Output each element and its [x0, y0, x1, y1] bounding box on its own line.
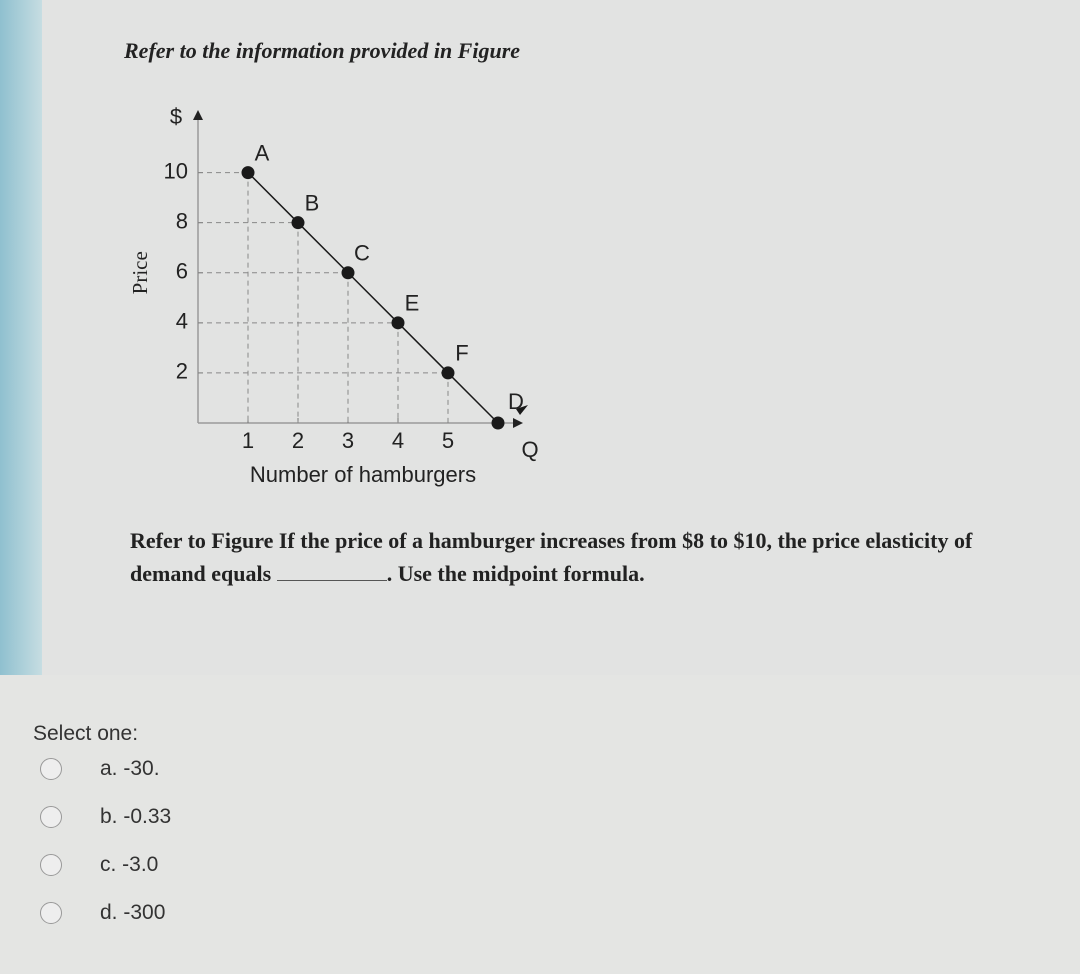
- y-tick-label: 8: [176, 208, 188, 233]
- radio[interactable]: [40, 854, 62, 877]
- question: Refer to Figure If the price of a hambur…: [130, 524, 1030, 590]
- y-tick-label: 10: [164, 158, 188, 183]
- x-axis-arrow: [513, 418, 523, 428]
- curve-label: D: [508, 389, 524, 414]
- radio[interactable]: [40, 902, 62, 925]
- y-tick-label: 4: [176, 309, 188, 334]
- point: [441, 366, 455, 380]
- point-label: B: [305, 190, 320, 215]
- point-label: A: [255, 140, 270, 165]
- x-tick-label: 1: [242, 428, 254, 453]
- option-text: a. -30.: [100, 757, 160, 780]
- question-panel: [0, 0, 1080, 675]
- option-text: d. -300: [100, 901, 166, 924]
- point-label: F: [455, 341, 468, 366]
- header-title: Refer to the information provided in Fig…: [124, 38, 521, 63]
- y-axis-arrow: [193, 110, 203, 120]
- option[interactable]: d. -300: [40, 901, 165, 925]
- radio[interactable]: [40, 758, 62, 781]
- x-tick-label: 2: [292, 428, 304, 453]
- x-tick-label: 5: [442, 428, 454, 453]
- y-tick-label: 2: [176, 359, 188, 384]
- x-title: Number of hamburgers: [250, 462, 476, 487]
- point: [341, 266, 355, 280]
- option[interactable]: c. -3.0: [40, 853, 158, 877]
- x-tick-label: 3: [342, 428, 354, 453]
- point: [241, 166, 255, 180]
- question-text: Refer to Figure If the price of a hambur…: [130, 528, 973, 586]
- option[interactable]: b. -0.33: [40, 805, 171, 829]
- x-tick-label: 4: [392, 428, 404, 453]
- curve-arrow: [516, 405, 528, 415]
- y-tick-label: 6: [176, 259, 188, 284]
- point-label: C: [354, 241, 370, 266]
- option-text: c. -3.0: [100, 853, 159, 876]
- x-axis-label: Q: [521, 437, 538, 462]
- option[interactable]: a. -30.: [40, 757, 160, 781]
- radio[interactable]: [40, 806, 62, 829]
- point: [491, 416, 505, 430]
- point: [291, 216, 305, 230]
- select-prompt: Select one:: [33, 722, 139, 745]
- side-strip: [0, 0, 42, 675]
- option-text: b. -0.33: [100, 805, 172, 828]
- question-text: . Use the midpoint formula.: [386, 561, 645, 586]
- point-label: E: [405, 291, 420, 316]
- answer-blank: [276, 562, 387, 581]
- point: [391, 316, 405, 330]
- demand-curve: [247, 172, 499, 424]
- y-axis-label: $: [170, 104, 182, 129]
- y-title: Price: [128, 251, 152, 294]
